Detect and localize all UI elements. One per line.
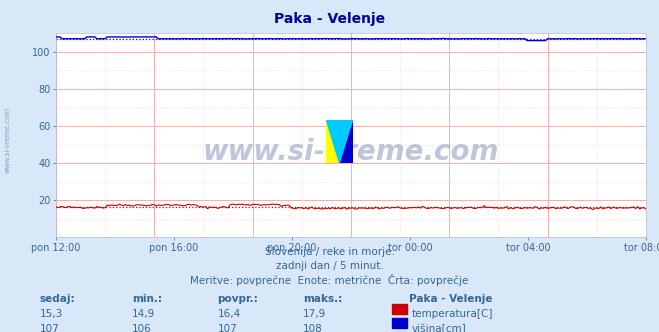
Text: Paka - Velenje: Paka - Velenje <box>409 294 492 304</box>
Text: 106: 106 <box>132 324 152 332</box>
Text: povpr.:: povpr.: <box>217 294 258 304</box>
Text: min.:: min.: <box>132 294 162 304</box>
Text: Slovenija / reke in morje.: Slovenija / reke in morje. <box>264 247 395 257</box>
Text: 108: 108 <box>303 324 323 332</box>
Text: sedaj:: sedaj: <box>40 294 75 304</box>
Text: maks.:: maks.: <box>303 294 343 304</box>
Text: www.si-vreme.com: www.si-vreme.com <box>203 138 499 166</box>
Text: temperatura[C]: temperatura[C] <box>412 309 494 319</box>
Text: zadnji dan / 5 minut.: zadnji dan / 5 minut. <box>275 261 384 271</box>
Text: 15,3: 15,3 <box>40 309 63 319</box>
Polygon shape <box>326 120 353 163</box>
Text: 16,4: 16,4 <box>217 309 241 319</box>
Text: Meritve: povprečne  Enote: metrične  Črta: povprečje: Meritve: povprečne Enote: metrične Črta:… <box>190 274 469 286</box>
Text: 14,9: 14,9 <box>132 309 155 319</box>
Text: Paka - Velenje: Paka - Velenje <box>274 12 385 26</box>
Text: 107: 107 <box>40 324 59 332</box>
Text: www.si-vreme.com: www.si-vreme.com <box>5 106 11 173</box>
Text: 17,9: 17,9 <box>303 309 326 319</box>
Text: višina[cm]: višina[cm] <box>412 324 467 332</box>
Polygon shape <box>326 120 339 163</box>
Polygon shape <box>339 120 353 163</box>
Text: 107: 107 <box>217 324 237 332</box>
